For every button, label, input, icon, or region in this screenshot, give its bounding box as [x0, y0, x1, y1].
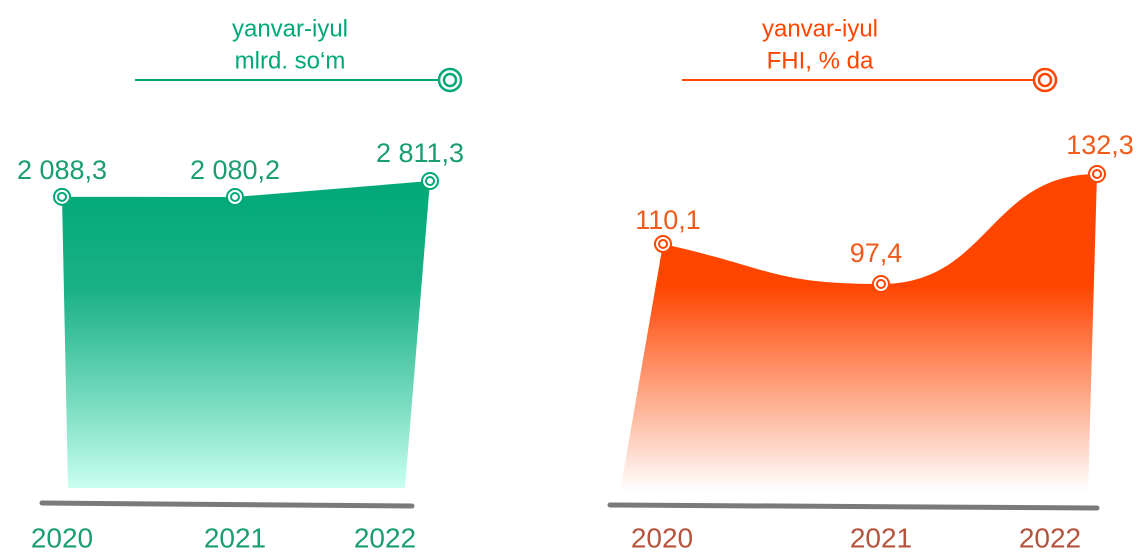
data-point-inner	[230, 192, 240, 202]
title-rule-end-inner	[442, 72, 458, 88]
data-point-inner	[57, 191, 67, 202]
value-label: 97,4	[850, 238, 903, 268]
x-tick-label: 2022	[354, 522, 416, 552]
value-label: 110,1	[635, 205, 701, 235]
title-rule-end	[1032, 67, 1058, 93]
x-tick-label: 2020	[31, 522, 93, 552]
area	[620, 174, 1097, 492]
chart-title: yanvar-iyul	[762, 15, 878, 42]
value-label: 132,3	[1066, 130, 1134, 160]
data-point-inner	[425, 176, 435, 186]
title-rule-end-inner	[1037, 72, 1053, 88]
baseline	[607, 502, 1100, 511]
x-tick-label: 2022	[1019, 522, 1081, 552]
data-point	[421, 172, 439, 190]
chart-subtitle: mlrd. so‘m	[235, 47, 346, 74]
chart-title: yanvar-iyul	[232, 15, 348, 42]
area	[62, 181, 430, 488]
x-tick-label: 2020	[631, 522, 693, 552]
value-label: 2 811,3	[376, 138, 464, 168]
value-label: 2 088,3	[17, 155, 107, 185]
value-label: 2 080,2	[190, 155, 280, 185]
x-tick-label: 2021	[204, 522, 266, 552]
data-point-inner	[1092, 169, 1102, 179]
baseline	[39, 500, 415, 509]
x-tick-label: 2021	[850, 522, 912, 552]
title-rule-end	[437, 67, 463, 93]
data-point	[872, 275, 890, 293]
data-point	[226, 188, 244, 206]
data-point-inner	[876, 279, 886, 289]
data-point	[53, 187, 71, 206]
data-point	[654, 234, 672, 253]
data-point-inner	[658, 238, 668, 249]
chart-subtitle: FHI, % da	[767, 47, 874, 74]
data-point	[1088, 165, 1106, 183]
